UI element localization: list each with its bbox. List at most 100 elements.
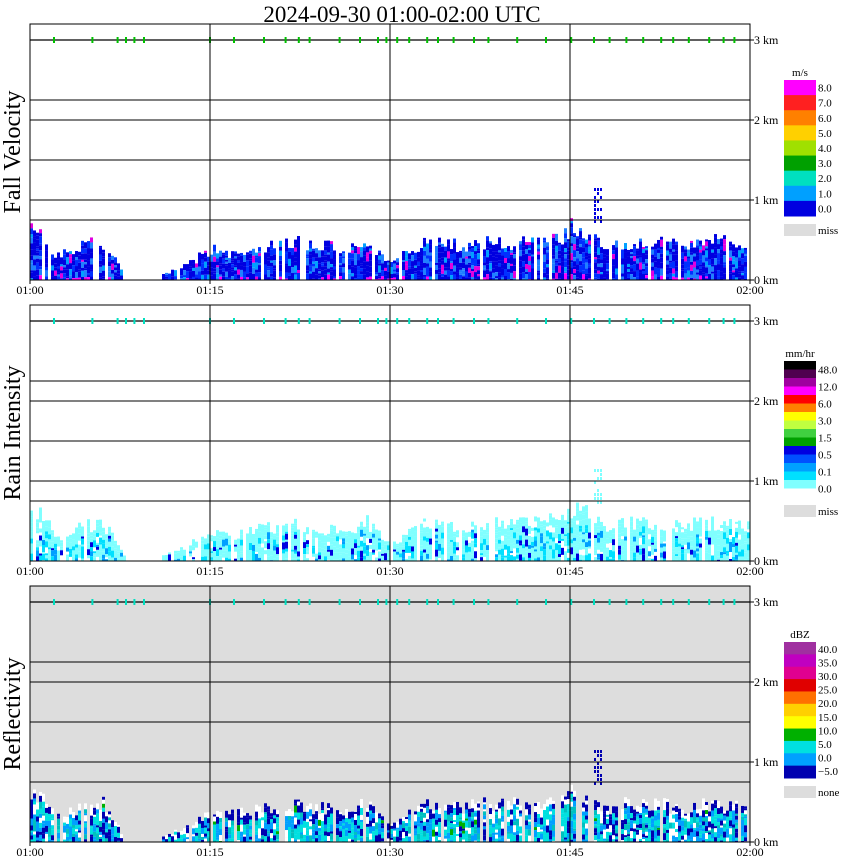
echo-cell <box>630 813 633 819</box>
echo-cell <box>450 532 453 538</box>
echo-cell <box>360 798 363 805</box>
echo-cell <box>105 545 108 549</box>
echo-cell <box>534 822 537 828</box>
echo-cell <box>657 800 660 804</box>
echo-cell <box>204 544 207 550</box>
echo-cell <box>222 252 225 255</box>
echo-cell <box>390 839 393 842</box>
echo-cell <box>639 535 642 538</box>
echo-cell <box>30 553 33 561</box>
echo-cell <box>612 254 615 260</box>
echo-cell <box>429 551 432 555</box>
echo-cell <box>60 278 63 280</box>
cloud-top-marker <box>133 37 136 43</box>
echo-cell <box>369 826 372 834</box>
echo-cell <box>423 262 426 268</box>
echo-cell <box>501 540 504 545</box>
echo-cell <box>465 809 468 814</box>
echo-cell <box>711 816 714 824</box>
echo-cell <box>675 816 678 823</box>
echo-cell <box>636 813 639 817</box>
echo-cell <box>411 529 414 535</box>
echo-cell <box>285 548 288 552</box>
echo-cell <box>684 813 687 816</box>
echo-cell <box>429 823 432 831</box>
echo-cell <box>612 824 615 830</box>
echo-cell <box>231 262 234 265</box>
echo-cell <box>387 832 390 839</box>
echo-cell <box>81 245 84 249</box>
echo-cell <box>720 818 723 821</box>
cloud-top-marker <box>545 37 547 43</box>
echo-cell <box>582 532 585 535</box>
echo-cell <box>318 547 321 553</box>
echo-cell <box>744 261 747 267</box>
echo-cell <box>36 807 39 810</box>
echo-cell <box>471 271 474 278</box>
echo-cell <box>405 534 408 542</box>
echo-cell <box>96 544 99 547</box>
echo-cell <box>564 543 567 547</box>
echo-cell <box>228 544 231 552</box>
echo-cell <box>684 246 687 250</box>
echo-cell <box>597 526 600 530</box>
echo-cell <box>267 266 270 269</box>
echo-cell <box>207 261 210 266</box>
echo-cell <box>30 272 33 279</box>
echo-cell <box>276 541 279 545</box>
colorbar-label: 15.0 <box>818 712 838 724</box>
echo-cell <box>216 823 219 831</box>
echo-cell <box>660 529 663 537</box>
echo-cell <box>309 266 312 272</box>
echo-cell <box>291 832 294 839</box>
echo-cell <box>639 248 642 256</box>
echo-cell <box>462 262 465 269</box>
echo-cell <box>687 536 690 539</box>
echo-cell <box>327 533 330 537</box>
echo-cell <box>408 545 411 553</box>
echo-cell <box>516 521 519 525</box>
echo-cell <box>645 259 648 264</box>
echo-cell <box>330 244 333 252</box>
echo-cell <box>390 823 393 826</box>
echo-cell <box>252 533 255 540</box>
echo-cell <box>558 543 561 546</box>
echo-cell <box>255 811 258 818</box>
echo-cell <box>564 804 567 809</box>
echo-cell <box>714 553 717 561</box>
echo-cell <box>744 806 747 809</box>
echo-cell <box>405 558 408 561</box>
echo-cell <box>399 818 402 825</box>
echo-cell <box>93 540 96 548</box>
echo-cell <box>315 268 318 275</box>
echo-cell <box>600 823 603 826</box>
echo-cell <box>729 264 732 272</box>
echo-cell <box>675 244 678 251</box>
echo-cell <box>204 833 207 837</box>
echo-cell <box>30 518 33 523</box>
echo-cell <box>192 546 195 551</box>
echo-cell <box>36 239 39 247</box>
colorbar-swatch <box>784 471 816 481</box>
echo-cell <box>558 272 561 279</box>
echo-cell <box>372 834 375 839</box>
echo-cell <box>465 258 468 265</box>
echo-cell <box>84 815 87 822</box>
echo-cell <box>447 814 450 822</box>
echo-cell <box>72 533 75 540</box>
echo-cell <box>573 266 576 270</box>
echo-cell <box>48 839 51 842</box>
echo-cell <box>534 812 537 818</box>
echo-cell <box>564 271 567 274</box>
cloud-top-marker <box>593 37 595 43</box>
echo-cell <box>384 553 387 561</box>
echo-cell <box>735 837 738 841</box>
colorbar-swatch <box>784 170 816 187</box>
echo-cell <box>240 252 243 256</box>
echo-cell <box>387 550 390 553</box>
echo-cell <box>240 553 243 558</box>
echo-cell <box>351 554 354 560</box>
echo-cell <box>216 549 219 557</box>
echo-cell <box>465 256 468 259</box>
echo-cell <box>465 813 468 819</box>
